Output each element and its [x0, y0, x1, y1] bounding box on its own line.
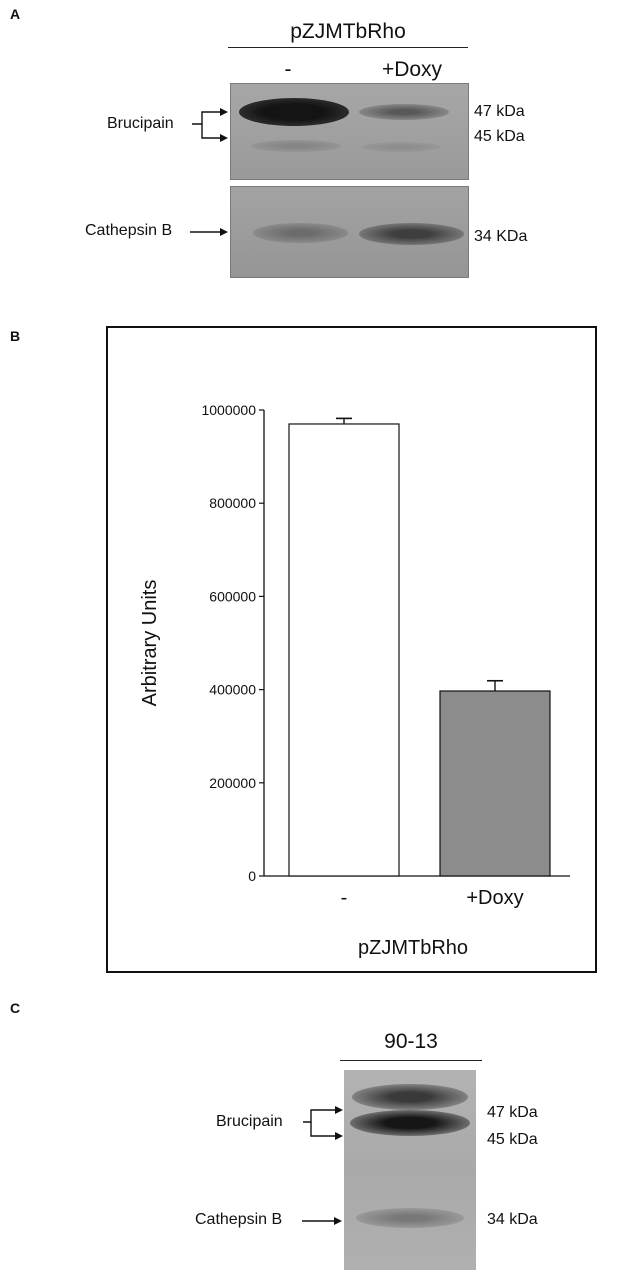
- panel-a-letter: A: [10, 6, 22, 22]
- panel-c-sample-title: 90-13: [384, 1030, 438, 1053]
- panel-a-lane-minus: -: [284, 58, 292, 81]
- y-tick-label: 200000: [209, 775, 256, 791]
- panel-a-cathepsin-label: Cathepsin B: [85, 222, 173, 239]
- y-tick-label: 1000000: [201, 402, 256, 418]
- bar-doxy: [439, 690, 551, 877]
- y-tick-label: 600000: [209, 588, 256, 604]
- x-tick-label: +Doxy: [466, 887, 523, 909]
- panel-a-bracket-arrow-icon: [192, 108, 228, 142]
- band-cathepsin-minus: [253, 223, 348, 243]
- panel-c-marker-45: 45 kDa: [487, 1131, 538, 1148]
- y-axis-label: Arbitrary Units: [139, 580, 161, 707]
- band-cathepsin-doxy: [359, 223, 464, 245]
- panel-c-bracket-arrow-icon: [303, 1106, 343, 1140]
- band-c-47: [352, 1084, 468, 1110]
- bar-minus: [288, 423, 400, 877]
- bar-chart: 0 200000 400000 600000 800000 1000000 - +Doxy Ar…: [139, 402, 570, 959]
- panel-c-brucipain-label: Brucipain: [216, 1113, 283, 1130]
- y-tick-label: 400000: [209, 682, 256, 698]
- panel-a-marker-47: 47 kDa: [474, 103, 525, 120]
- x-tick-label: -: [341, 887, 348, 909]
- panel-a-marker-34: 34 KDa: [474, 228, 528, 245]
- panel-a-blot-brucipain: [230, 83, 469, 180]
- panel-c-title-rule: [340, 1060, 482, 1061]
- panel-a-lane-doxy: +Doxy: [381, 58, 443, 81]
- panel-a-marker-45: 45 kDa: [474, 128, 525, 145]
- panel-a-blot-cathepsin: [230, 186, 469, 278]
- panel-c-blot: [344, 1070, 476, 1270]
- panel-a-title-rule: [228, 47, 468, 48]
- band-c-45: [350, 1110, 470, 1136]
- panel-a-brucipain-label: Brucipain: [107, 115, 174, 132]
- x-axis-label: pZJMTbRho: [358, 937, 468, 959]
- band-c-34: [356, 1208, 464, 1228]
- panel-c-marker-34: 34 kDa: [487, 1211, 538, 1228]
- panel-c-letter: C: [10, 1000, 22, 1016]
- panel-a-cathepsin-arrow-icon: [190, 228, 228, 236]
- y-tick-label: 800000: [209, 495, 256, 511]
- panel-c-cathepsin-label: Cathepsin B: [195, 1211, 283, 1228]
- panel-c-marker-47: 47 kDa: [487, 1104, 538, 1121]
- band-brucipain-45-doxy: [361, 142, 441, 152]
- panel-b-letter: B: [10, 328, 22, 344]
- y-tick-label: 0: [248, 868, 256, 884]
- panel-b-frame: 0 200000 400000 600000 800000 1000000 - +Doxy Ar…: [106, 326, 597, 973]
- band-brucipain-45-minus: [251, 140, 341, 152]
- band-brucipain-47-minus: [239, 98, 349, 126]
- panel-a-sample-title: pZJMTbRho: [290, 20, 406, 43]
- panel-c-cathepsin-arrow-icon: [302, 1217, 342, 1225]
- band-brucipain-47-doxy: [359, 104, 449, 120]
